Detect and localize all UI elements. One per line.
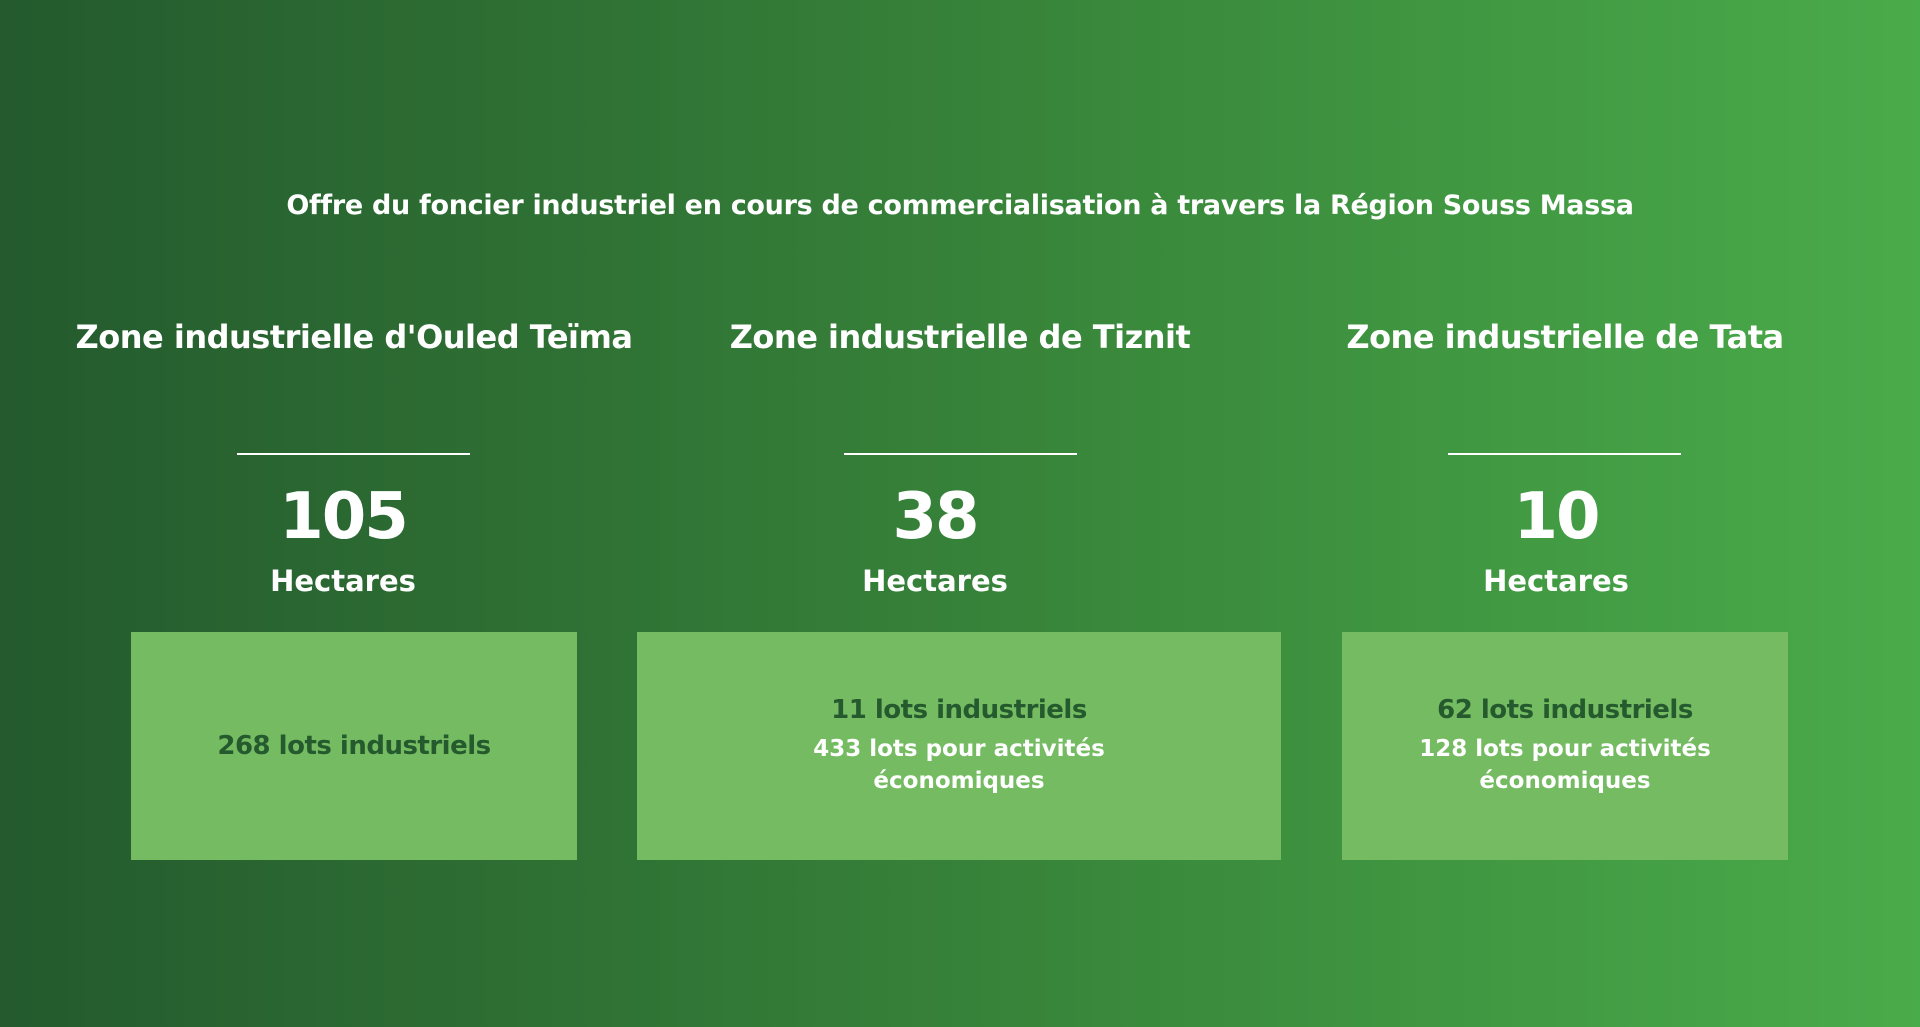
zone-lots-card: 62 lots industriels 128 lots pour activi… — [1342, 632, 1788, 860]
industrial-lots: 11 lots industriels — [831, 695, 1087, 725]
zone-title-tiznit: Zone industrielle de Tiznit — [729, 318, 1191, 356]
economic-lots: 433 lots pour activités économiques — [813, 736, 1105, 794]
zone-lots-card: 11 lots industriels 433 lots pour activi… — [637, 632, 1281, 860]
industrial-lots: 62 lots industriels — [1437, 695, 1693, 725]
economic-lots: 128 lots pour activités économiques — [1419, 736, 1711, 794]
divider — [1448, 453, 1681, 455]
zone-title-ouled-teima: Zone industrielle d'Ouled Teïma — [75, 318, 633, 356]
page-title: Offre du foncier industriel en cours de … — [286, 190, 1634, 221]
divider — [844, 453, 1077, 455]
zone-hectares-unit: Hectares — [270, 564, 416, 598]
zone-lots-card: 268 lots industriels — [131, 632, 577, 860]
zone-hectares-value: 105 — [279, 480, 409, 554]
zone-hectares-value: 10 — [1513, 480, 1600, 554]
zone-hectares-unit: Hectares — [862, 564, 1008, 598]
industrial-lots: 268 lots industriels — [217, 731, 491, 761]
zone-hectares-unit: Hectares — [1483, 564, 1629, 598]
divider — [237, 453, 470, 455]
zone-hectares-value: 38 — [892, 480, 979, 554]
zone-title-tata: Zone industrielle de Tata — [1346, 318, 1784, 356]
